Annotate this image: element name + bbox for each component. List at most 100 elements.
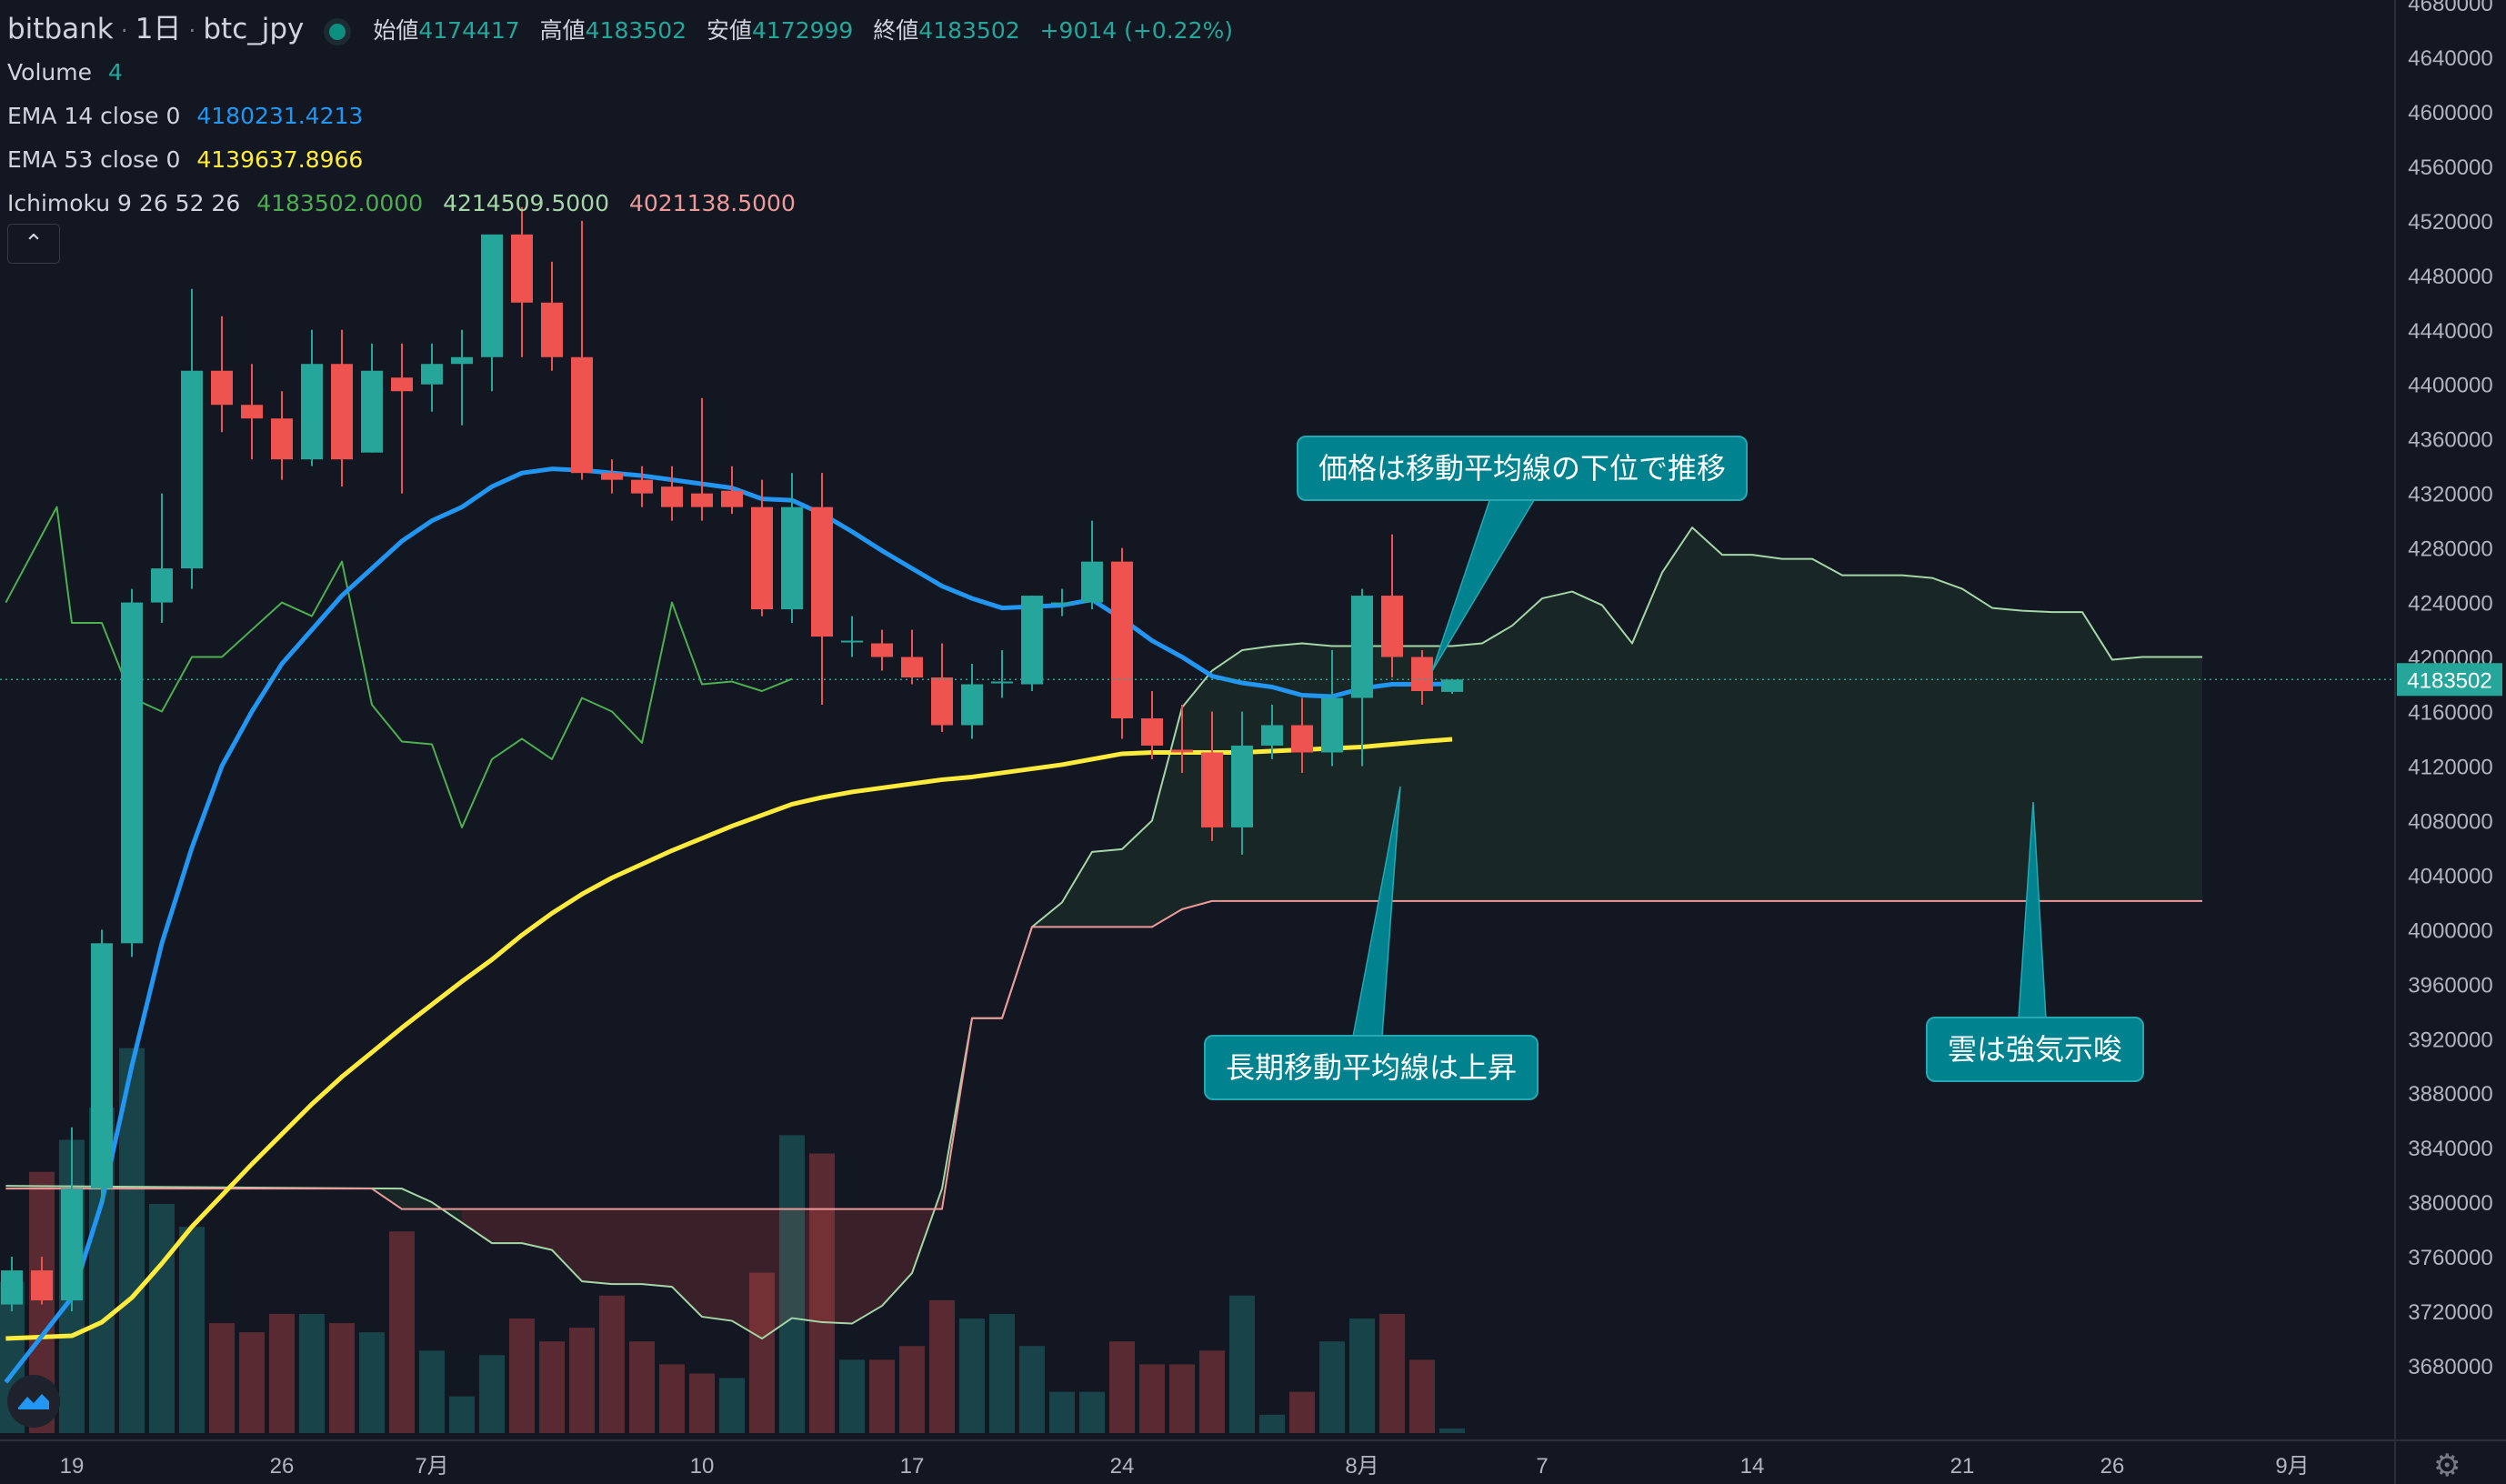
volume-bar (959, 1319, 985, 1433)
time-tick-label: 9月 (2275, 1454, 2309, 1479)
volume-bar (599, 1295, 625, 1433)
candle (211, 316, 233, 433)
volume-bar (1139, 1364, 1165, 1433)
candle-body (1051, 602, 1073, 605)
price-tick-label: 4640000 (2408, 46, 2492, 71)
ema14-label: EMA 14 close 0 (7, 103, 181, 129)
candle-body (1411, 657, 1433, 692)
candle-body (931, 677, 953, 726)
time-tick-label: 10 (690, 1454, 715, 1479)
time-tick-label: 19 (60, 1454, 85, 1479)
close-label: 終値 (873, 17, 919, 44)
volume-bar (719, 1378, 745, 1433)
time-tick-label: 8月 (1345, 1454, 1378, 1479)
candle (1141, 691, 1163, 759)
candle-body (691, 493, 713, 507)
low-label: 安値 (706, 17, 752, 44)
symbol-row[interactable]: bitbank · 1日 · btc_jpy 始値4174417 高値4183502 安… (7, 13, 1233, 45)
high-value: 4183502 (585, 17, 687, 44)
close-value: 4183502 (918, 17, 1020, 44)
time-tick-label: 14 (1740, 1454, 1765, 1479)
candle (61, 1127, 83, 1312)
candle-body (841, 640, 863, 643)
volume-bar (419, 1350, 445, 1433)
candle (541, 261, 563, 371)
volume-value: 4 (107, 59, 123, 85)
ichimoku-span-a-value: 4214509.5000 (443, 190, 609, 216)
collapse-legend-button[interactable]: ⌃ (7, 224, 60, 264)
candle-body (1201, 752, 1223, 827)
price-tick-label: 4080000 (2408, 809, 2492, 834)
callout-cloud-bullish[interactable]: 雲は強気示唆 (1926, 1017, 2145, 1082)
candle (1021, 596, 1043, 692)
time-tick-label: 7月 (415, 1454, 448, 1479)
time-tick-label: 24 (1110, 1454, 1135, 1479)
candle-body (301, 364, 323, 460)
volume-bar (1019, 1346, 1045, 1433)
price-tick-label: 3880000 (2408, 1082, 2492, 1107)
settings-gear-icon[interactable]: ⚙ (2433, 1448, 2461, 1484)
candle (1111, 547, 1133, 739)
candle (1171, 705, 1193, 773)
symbol-exchange[interactable]: bitbank (7, 13, 114, 45)
time-tick-label: 21 (1950, 1454, 1975, 1479)
callout-price-below-ma[interactable]: 価格は移動平均線の下位で推移 (1297, 436, 1749, 501)
low-value: 4172999 (751, 17, 854, 44)
last-price-label: 4183502 (2407, 668, 2491, 693)
volume-bar (479, 1355, 505, 1433)
candle (421, 343, 443, 412)
candle (181, 288, 203, 589)
price-tick-label: 4600000 (2408, 101, 2492, 125)
candle (91, 929, 113, 1203)
candle (1081, 520, 1103, 610)
candle (571, 220, 593, 480)
candle-body (991, 681, 1013, 684)
cloud-bullish-area (942, 527, 2202, 1209)
tradingview-logo-icon[interactable] (7, 1375, 60, 1428)
volume-bar (269, 1313, 295, 1433)
callout-long-ma-rising[interactable]: 長期移動平均線は上昇 (1204, 1035, 1539, 1100)
candle-body (31, 1270, 53, 1301)
callout-pointers (1352, 495, 2047, 1038)
change-value: +9014 (+0.22%) (1039, 17, 1233, 44)
volume-bar (1349, 1319, 1375, 1433)
candle (1411, 650, 1433, 705)
candle-body (151, 568, 173, 603)
candle (901, 629, 923, 685)
volume-bar (1079, 1391, 1105, 1433)
candle-body (1381, 596, 1403, 657)
volume-legend[interactable]: Volume 4 (7, 51, 1246, 95)
volume-bar (1199, 1350, 1225, 1433)
candle-body (721, 490, 743, 507)
candle (721, 466, 743, 515)
volume-bar (869, 1359, 895, 1433)
ema14-legend[interactable]: EMA 14 close 0 4180231.4213 (7, 95, 1246, 138)
symbol-pair[interactable]: btc_jpy (203, 13, 305, 45)
candle (451, 329, 473, 426)
candle (781, 473, 803, 624)
candle-body (91, 943, 113, 1189)
volume-bar (329, 1323, 355, 1433)
candle-body (871, 643, 893, 657)
candle-body (481, 234, 503, 357)
ichimoku-legend[interactable]: Ichimoku 9 26 52 26 4183502.0000 4214509… (7, 182, 1246, 226)
volume-bar (689, 1373, 715, 1433)
candle (1441, 679, 1463, 695)
price-tick-label: 4480000 (2408, 265, 2492, 289)
candle-body (1231, 745, 1253, 827)
candle (241, 364, 263, 460)
candle (121, 588, 143, 958)
candle-body (1081, 561, 1103, 603)
symbol-interval[interactable]: 1日 (135, 13, 182, 45)
price-tick-label: 3920000 (2408, 1028, 2492, 1052)
ichimoku-cloud (5, 527, 2202, 1339)
volume-bar (749, 1272, 775, 1433)
time-tick-label: 26 (270, 1454, 295, 1479)
volume-bar (629, 1341, 655, 1433)
candle-body (661, 486, 683, 507)
ema14-value: 4180231.4213 (196, 103, 364, 129)
ema53-legend[interactable]: EMA 53 close 0 4139637.8966 (7, 138, 1246, 182)
chart-legend: bitbank · 1日 · btc_jpy 始値4174417 高値4183502 安… (7, 7, 1246, 226)
